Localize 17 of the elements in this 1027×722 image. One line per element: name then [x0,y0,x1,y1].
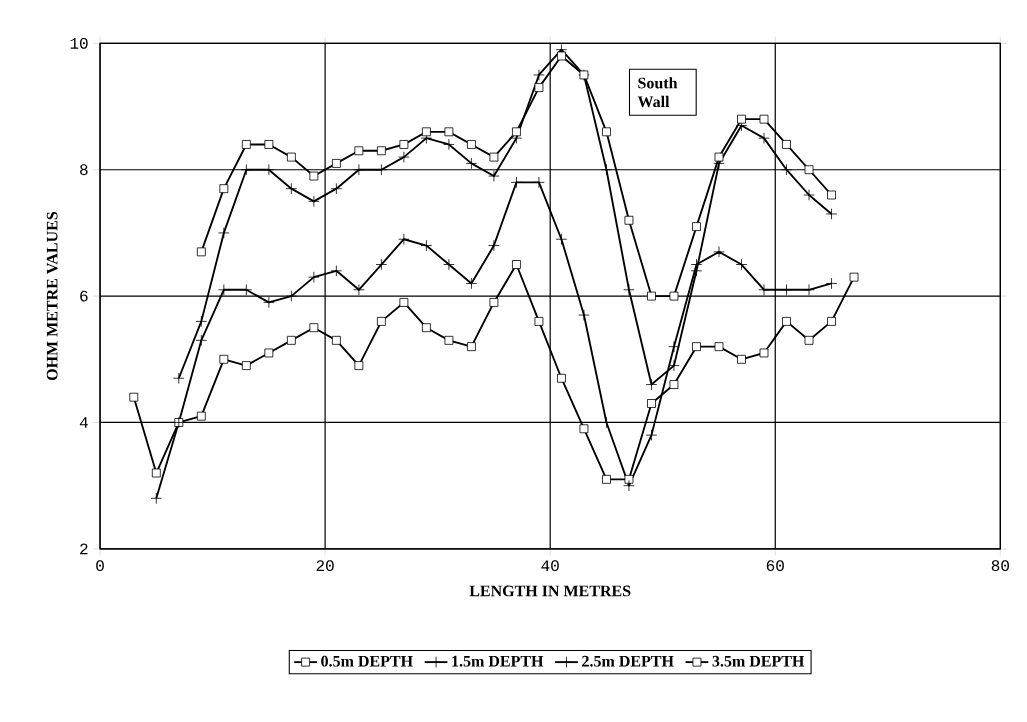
y-tick-label: 4 [79,417,88,428]
legend-label: 3.5m DEPTH [712,655,805,667]
x-tick-label: 20 [316,560,334,571]
y-tick-label: 6 [80,290,88,302]
x-tick-label: 60 [766,560,784,571]
legend-label: 1.5m DEPTH [452,655,544,667]
annotation: South Wall [637,77,678,108]
y-axis-title: OHM METRE VALUES [46,211,58,380]
y-tick-label: 2 [80,543,88,555]
y-tick-label: 8 [80,164,88,176]
x-tick-label: 80 [991,560,1009,571]
legend-label: 2.5m DEPTH [582,655,674,667]
x-tick-label: 0 [96,560,104,571]
x-tick-label: 40 [541,560,559,571]
x-axis-title: LENGTH IN METRES [469,585,631,597]
legend-label: 0.5m DEPTH [321,655,413,667]
y-tick-label: 10 [70,37,88,49]
